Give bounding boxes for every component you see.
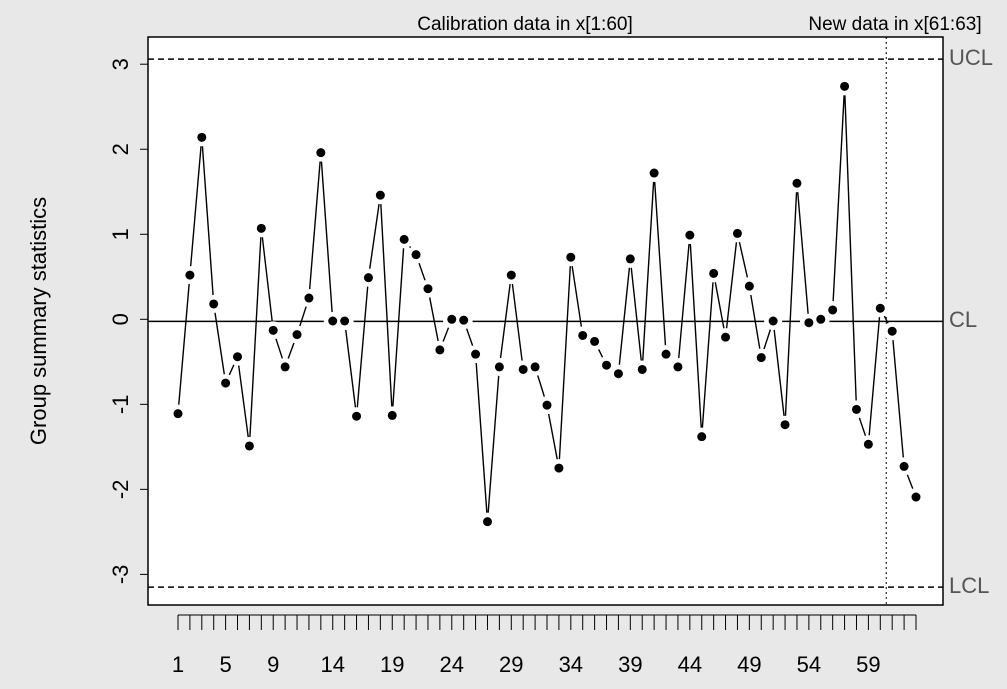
y-tick-label: 3 [108,58,133,70]
x-tick-label: 39 [618,652,642,677]
x-tick-label: 1 [172,652,184,677]
data-point [732,228,742,238]
data-point [875,303,885,313]
data-point [602,360,612,370]
y-tick-label: 2 [108,143,133,155]
data-point [804,318,814,328]
x-tick-label: 44 [678,652,702,677]
y-tick-label: -2 [108,480,133,500]
data-point [780,420,790,430]
data-point [887,326,897,336]
data-point [316,148,326,158]
y-axis-label: Group summary statistics [26,197,51,445]
control-limit-label: CL [949,307,977,332]
data-point [673,362,683,372]
data-point [471,349,481,359]
data-point [447,314,457,324]
data-point [482,517,492,527]
data-point [792,178,802,188]
control-limit-label: UCL [949,45,993,70]
data-point [578,330,588,340]
annotation: Calibration data in x[1:60] [417,14,632,35]
data-point [328,316,338,326]
data-point [685,230,695,240]
data-point [340,316,350,326]
y-tick-label: 1 [108,228,133,240]
data-point [566,252,576,262]
data-point [292,330,302,340]
data-point [387,410,397,420]
data-point [518,364,528,374]
control-limit-label: LCL [949,573,989,598]
data-point [554,463,564,473]
data-point [816,314,826,324]
data-point [399,234,409,244]
data-point [649,168,659,178]
data-point [840,81,850,91]
x-tick-label: 24 [440,652,464,677]
data-point [721,332,731,342]
data-point [221,378,231,388]
data-point [185,270,195,280]
y-tick-label: -1 [108,395,133,415]
x-tick-label: 9 [267,652,279,677]
data-point [661,349,671,359]
data-point [863,439,873,449]
data-point [768,316,778,326]
x-tick-label: 19 [380,652,404,677]
data-point [459,315,469,325]
x-tick-label: 49 [737,652,761,677]
y-tick-label: 0 [108,313,133,325]
data-point [280,362,290,372]
data-point [756,353,766,363]
data-point [899,461,909,471]
data-point [173,409,183,419]
x-tick-label: 14 [320,652,344,677]
data-point [352,411,362,421]
data-point [209,299,219,309]
data-point [375,190,385,200]
data-point [911,492,921,502]
data-point [851,404,861,414]
data-point [828,305,838,315]
x-tick-label: 59 [856,652,880,677]
x-tick-label: 5 [219,652,231,677]
data-point [637,364,647,374]
annotation: New data in x[61:63] [808,14,981,35]
x-tick-label: 54 [797,652,821,677]
data-point [590,336,600,346]
data-point [530,362,540,372]
y-tick-label: -3 [108,565,133,585]
data-point [506,270,516,280]
data-point [304,293,314,303]
data-point [244,441,254,451]
data-point [542,400,552,410]
data-point [411,250,421,260]
data-point [435,345,445,355]
x-tick-label: 34 [559,652,583,677]
data-point [709,268,719,278]
x-tick-label: 29 [499,652,523,677]
data-point [744,281,754,291]
data-point [494,362,504,372]
data-point [697,432,707,442]
data-point [423,284,433,294]
data-point [268,325,278,335]
data-point [613,369,623,379]
data-point [197,132,207,142]
data-point [233,352,243,362]
data-point [363,273,373,283]
data-point [625,254,635,264]
data-point [256,223,266,233]
